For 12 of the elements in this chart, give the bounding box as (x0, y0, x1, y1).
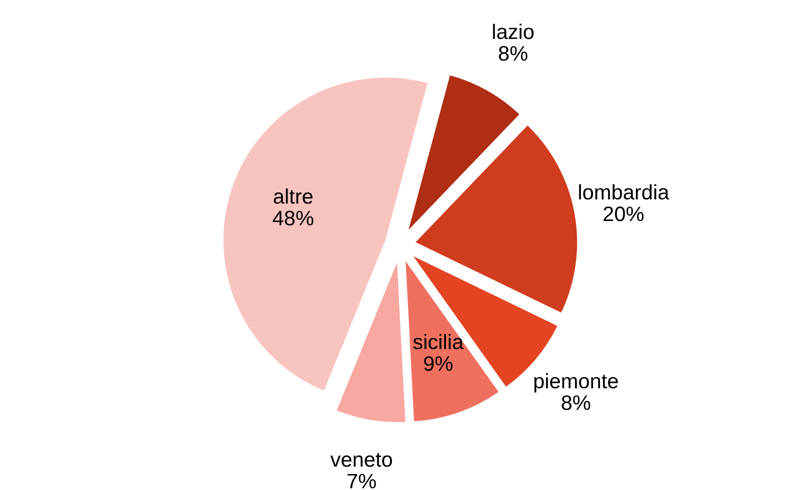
data-label: 7% (348, 474, 376, 488)
data-label: 48% (272, 210, 314, 226)
slice-label: lombardia (579, 184, 670, 200)
slice-label: sicilia (413, 334, 464, 350)
slice-label: piemonte (534, 373, 618, 393)
data-label: 9% (424, 356, 452, 371)
data-label: 20% (604, 206, 644, 222)
data-label: 8% (562, 395, 590, 410)
slice-label: lazio (493, 24, 534, 40)
data-label: 8% (498, 46, 528, 61)
slice-label: veneto (330, 453, 392, 467)
slice-label: altre (274, 188, 313, 204)
